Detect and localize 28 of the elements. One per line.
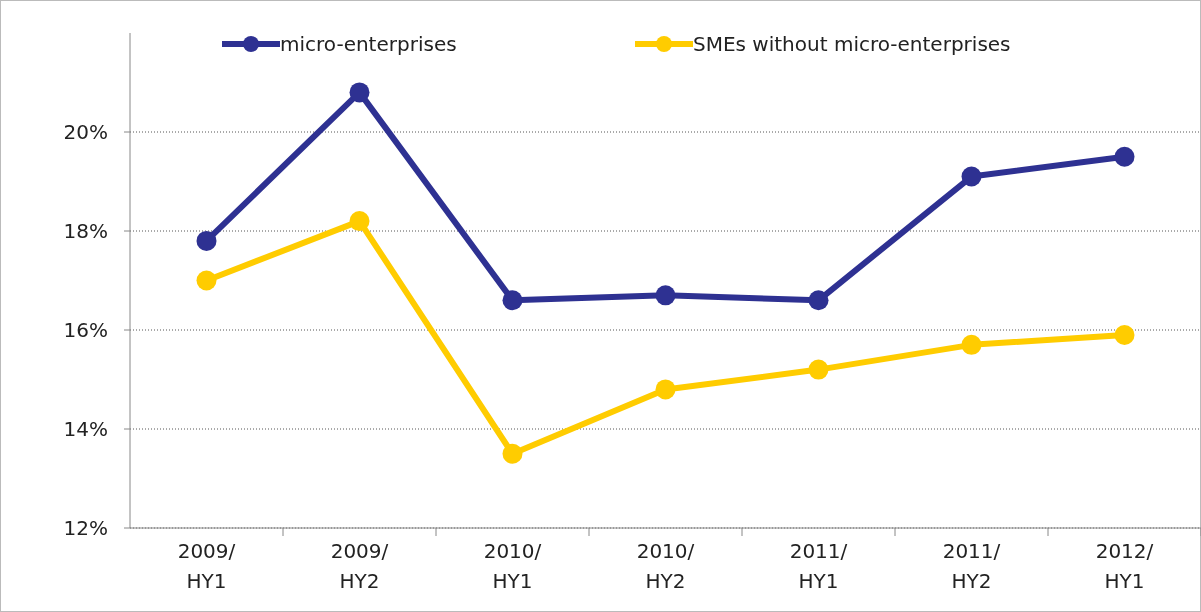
x-tick-label: 2012/ HY1 — [1095, 539, 1154, 593]
point — [961, 334, 982, 355]
x-tick-label: 2009/ HY1 — [177, 539, 236, 593]
y-tick-label: 16% — [63, 318, 108, 342]
y-tick-label: 18% — [63, 219, 108, 243]
point — [502, 290, 523, 311]
point — [502, 443, 523, 464]
point — [1114, 146, 1135, 167]
point — [655, 379, 676, 400]
point — [349, 82, 370, 103]
legend-label: micro-enterprises — [280, 32, 457, 56]
x-tick-label: 2010/ HY1 — [483, 539, 542, 593]
point — [196, 270, 217, 291]
point — [349, 211, 370, 232]
point — [196, 230, 217, 251]
point — [808, 290, 829, 311]
x-tick-label: 2010/ HY2 — [636, 539, 695, 593]
y-tick-label: 14% — [63, 417, 108, 441]
point — [655, 285, 676, 306]
point — [1114, 324, 1135, 345]
x-tick-label: 2011/ HY1 — [789, 539, 848, 593]
y-tick-label: 20% — [63, 120, 108, 144]
x-tick-label: 2009/ HY2 — [330, 539, 389, 593]
point — [808, 359, 829, 380]
y-tick-label: 12% — [63, 516, 108, 540]
x-tick-label: 2011/ HY2 — [942, 539, 1001, 593]
legend-label: SMEs without micro-enterprises — [693, 32, 1011, 56]
point — [961, 166, 982, 187]
